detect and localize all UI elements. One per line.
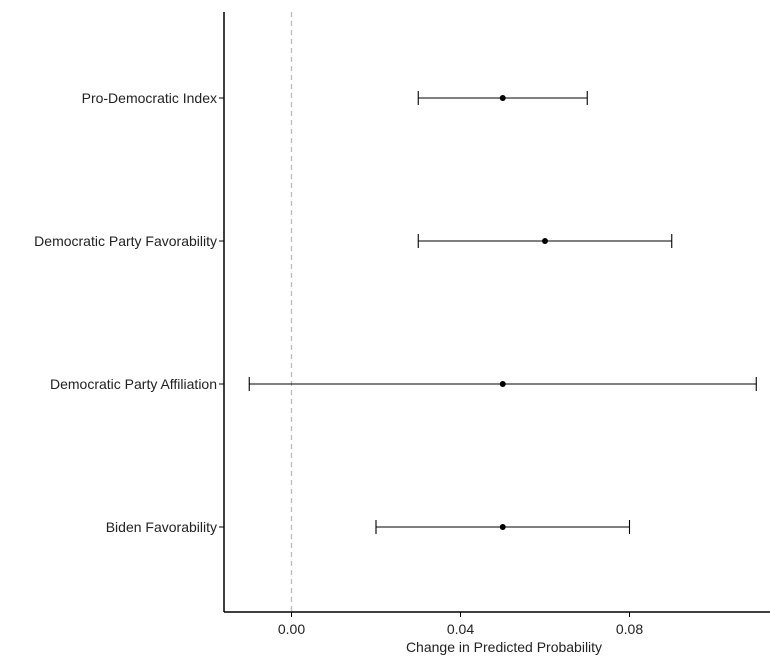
- estimates-layer: [248, 91, 757, 534]
- x-axis-title: Change in Predicted Probability: [406, 639, 602, 655]
- point-estimate: [499, 524, 506, 530]
- y-tick-label: Biden Favorability: [106, 519, 217, 535]
- point-estimate: [499, 95, 506, 101]
- y-tick-label: Democratic Party Favorability: [34, 233, 217, 249]
- point-estimate: [542, 238, 548, 244]
- x-tick-label: 0.00: [278, 621, 305, 637]
- y-ticks: Pro-Democratic Index Democratic Party Fav…: [34, 90, 224, 535]
- x-tick-label: 0.04: [447, 621, 474, 637]
- x-tick-label: 0.08: [616, 621, 643, 637]
- y-tick-label: Democratic Party Affiliation: [50, 376, 217, 392]
- point-estimate: [499, 381, 506, 387]
- x-ticks: 0.00 0.04 0.08: [278, 612, 643, 637]
- y-tick-label: Pro-Democratic Index: [82, 90, 217, 106]
- axes: [223, 12, 770, 613]
